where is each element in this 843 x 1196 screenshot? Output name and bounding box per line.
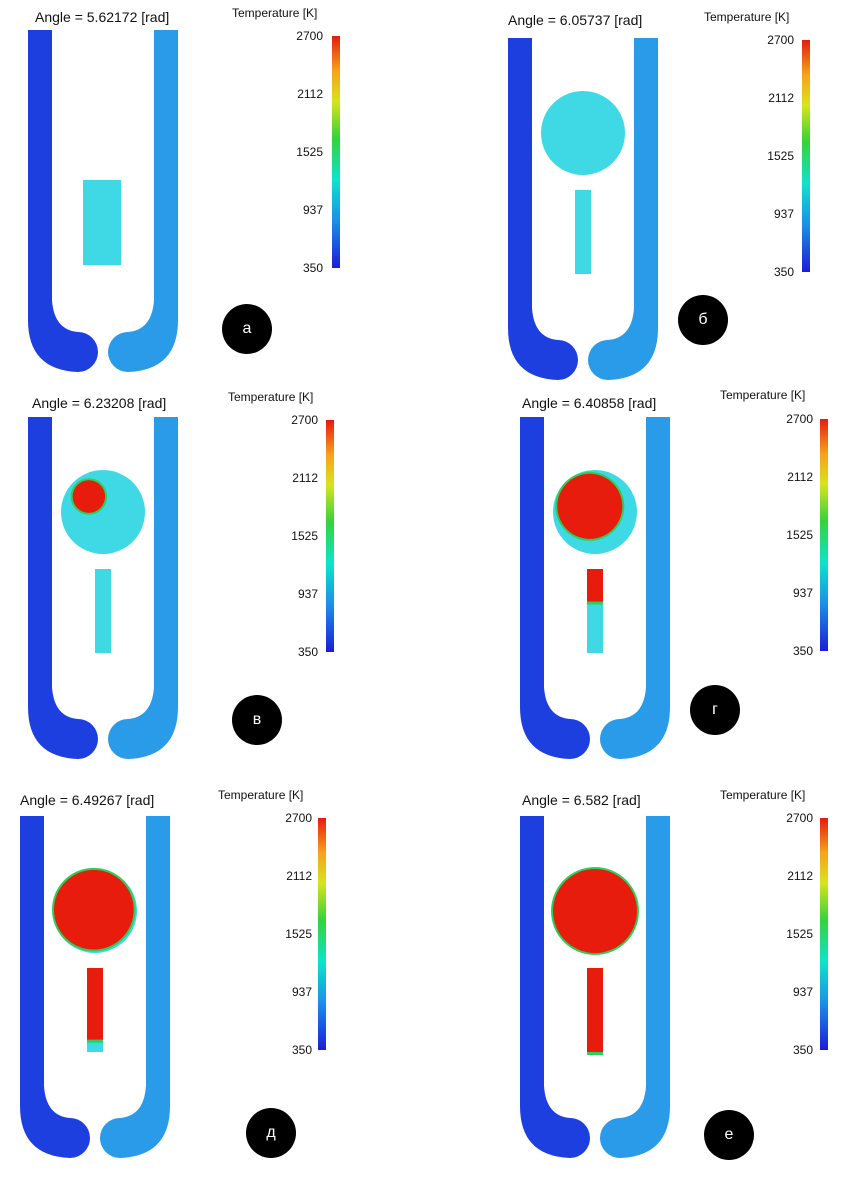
colorbar-tick: 937 bbox=[302, 203, 323, 217]
panel-b: Angle = 6.05737 [rad] Temperature [K] 27… bbox=[440, 2, 840, 387]
colorbar-tick: 937 bbox=[297, 587, 318, 601]
colorbar-tick: 2112 bbox=[286, 869, 312, 883]
colorbar bbox=[332, 36, 340, 268]
colorbar-tick: 2112 bbox=[768, 91, 794, 105]
colorbar-tick: 2700 bbox=[291, 413, 318, 427]
panel-v: Angle = 6.23208 [rad] Temperature [K] 27… bbox=[0, 385, 400, 770]
colorbar-tick: 350 bbox=[773, 265, 794, 279]
channel-burned-zone bbox=[87, 968, 103, 1040]
chamber-rectangle bbox=[83, 180, 121, 265]
colorbar-title: Temperature [K] bbox=[720, 788, 806, 802]
burned-zone bbox=[553, 869, 637, 953]
panel-label-badge: д bbox=[246, 1108, 296, 1158]
angle-label: Angle = 6.05737 [rad] bbox=[508, 12, 643, 28]
burned-zone bbox=[557, 473, 623, 539]
right-exhaust-duct bbox=[108, 417, 178, 759]
burned-zone bbox=[72, 480, 106, 513]
colorbar bbox=[802, 40, 810, 272]
panel-label-badge: е bbox=[704, 1110, 754, 1160]
colorbar-tick: 2112 bbox=[292, 471, 318, 485]
combustion-geometry bbox=[20, 816, 170, 1158]
colorbar-tick: 2700 bbox=[296, 29, 323, 43]
right-exhaust-duct bbox=[588, 38, 658, 380]
angle-label: Angle = 6.49267 [rad] bbox=[20, 792, 155, 808]
colorbar-title: Temperature [K] bbox=[704, 10, 790, 24]
channel-strip bbox=[575, 190, 591, 274]
colorbar bbox=[318, 818, 326, 1050]
panel-label-badge: г bbox=[690, 685, 740, 735]
left-intake-duct bbox=[28, 417, 98, 759]
combustion-chamber bbox=[61, 470, 145, 554]
combustion-geometry bbox=[28, 30, 178, 372]
colorbar bbox=[326, 420, 334, 652]
left-intake-duct bbox=[520, 417, 590, 759]
colorbar-tick: 2700 bbox=[786, 412, 813, 426]
combustion-geometry bbox=[28, 417, 178, 759]
colorbar-tick: 350 bbox=[792, 644, 813, 658]
colorbar-title: Temperature [K] bbox=[228, 390, 314, 404]
colorbar-tick: 937 bbox=[792, 586, 813, 600]
colorbar-tick: 937 bbox=[792, 985, 813, 999]
colorbar-tick: 2700 bbox=[767, 33, 794, 47]
panel-label-badge: в bbox=[232, 695, 282, 745]
right-exhaust-duct bbox=[108, 30, 178, 372]
combustion-geometry bbox=[508, 38, 658, 380]
channel-strip bbox=[95, 569, 111, 653]
colorbar bbox=[820, 419, 828, 651]
combustion-geometry bbox=[520, 816, 670, 1158]
colorbar-tick: 1525 bbox=[296, 145, 323, 159]
colorbar-tick: 937 bbox=[291, 985, 312, 999]
combustion-chamber bbox=[541, 91, 625, 175]
colorbar-title: Temperature [K] bbox=[720, 388, 806, 402]
right-exhaust-duct bbox=[600, 417, 670, 759]
panel-label-badge: а bbox=[222, 304, 272, 354]
combustion-geometry bbox=[520, 417, 670, 759]
panel-label-badge: б bbox=[678, 295, 728, 345]
right-exhaust-duct bbox=[600, 816, 670, 1158]
colorbar-tick: 350 bbox=[302, 261, 323, 275]
colorbar-tick: 1525 bbox=[285, 927, 312, 941]
colorbar-tick: 350 bbox=[291, 1043, 312, 1057]
burned-zone bbox=[53, 869, 134, 950]
left-intake-duct bbox=[508, 38, 578, 380]
channel-burned-zone bbox=[587, 569, 603, 602]
colorbar-tick: 1525 bbox=[291, 529, 318, 543]
colorbar-tick: 1525 bbox=[786, 927, 813, 941]
colorbar-tick: 2700 bbox=[285, 811, 312, 825]
right-exhaust-duct bbox=[100, 816, 170, 1158]
colorbar bbox=[820, 818, 828, 1050]
panel-e: Angle = 6.582 [rad] Temperature [K] 2700… bbox=[440, 780, 840, 1165]
panel-d: Angle = 6.49267 [rad] Temperature [K] 27… bbox=[0, 780, 400, 1165]
colorbar-tick: 937 bbox=[773, 207, 794, 221]
channel-burned-zone bbox=[587, 968, 603, 1052]
colorbar-tick: 2112 bbox=[297, 87, 323, 101]
angle-label: Angle = 5.62172 [rad] bbox=[35, 9, 170, 25]
colorbar-tick: 350 bbox=[297, 645, 318, 659]
panel-a: Angle = 5.62172 [rad] Temperature [K] 27… bbox=[0, 0, 400, 385]
colorbar-tick: 1525 bbox=[786, 528, 813, 542]
colorbar-tick: 2112 bbox=[787, 869, 813, 883]
colorbar-tick: 350 bbox=[792, 1043, 813, 1057]
colorbar-tick: 2700 bbox=[786, 811, 813, 825]
angle-label: Angle = 6.582 [rad] bbox=[522, 792, 641, 808]
left-intake-duct bbox=[28, 30, 98, 372]
colorbar-tick: 2112 bbox=[787, 470, 813, 484]
colorbar-tick: 1525 bbox=[767, 149, 794, 163]
left-intake-duct bbox=[520, 816, 590, 1158]
colorbar-title: Temperature [K] bbox=[232, 6, 318, 20]
angle-label: Angle = 6.23208 [rad] bbox=[32, 395, 167, 411]
angle-label: Angle = 6.40858 [rad] bbox=[522, 395, 657, 411]
panel-g: Angle = 6.40858 [rad] Temperature [K] 27… bbox=[440, 385, 840, 770]
left-intake-duct bbox=[20, 816, 90, 1158]
colorbar-title: Temperature [K] bbox=[218, 788, 304, 802]
